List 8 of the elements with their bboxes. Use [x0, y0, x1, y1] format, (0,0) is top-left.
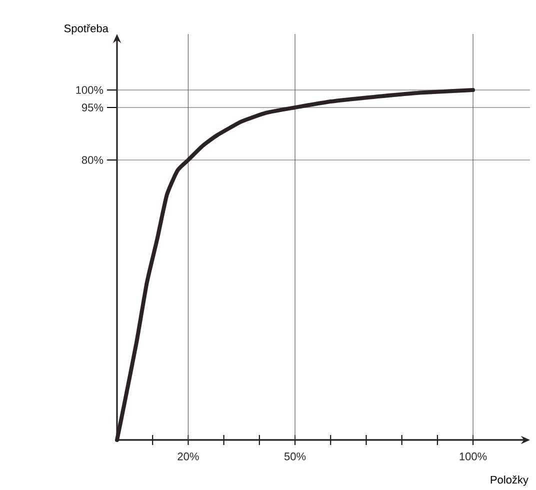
y-tick-label: 100% — [76, 86, 104, 94]
x-tick-label: 50% — [284, 452, 306, 460]
x-tick-label: 100% — [460, 452, 487, 460]
y-axis-title: Spotřeba — [64, 24, 108, 34]
x-tick-label: 20% — [178, 452, 199, 460]
y-tick-label: 80% — [82, 156, 104, 164]
x-axis-title: Položky — [490, 476, 528, 486]
y-tick-label: 95% — [82, 104, 104, 112]
